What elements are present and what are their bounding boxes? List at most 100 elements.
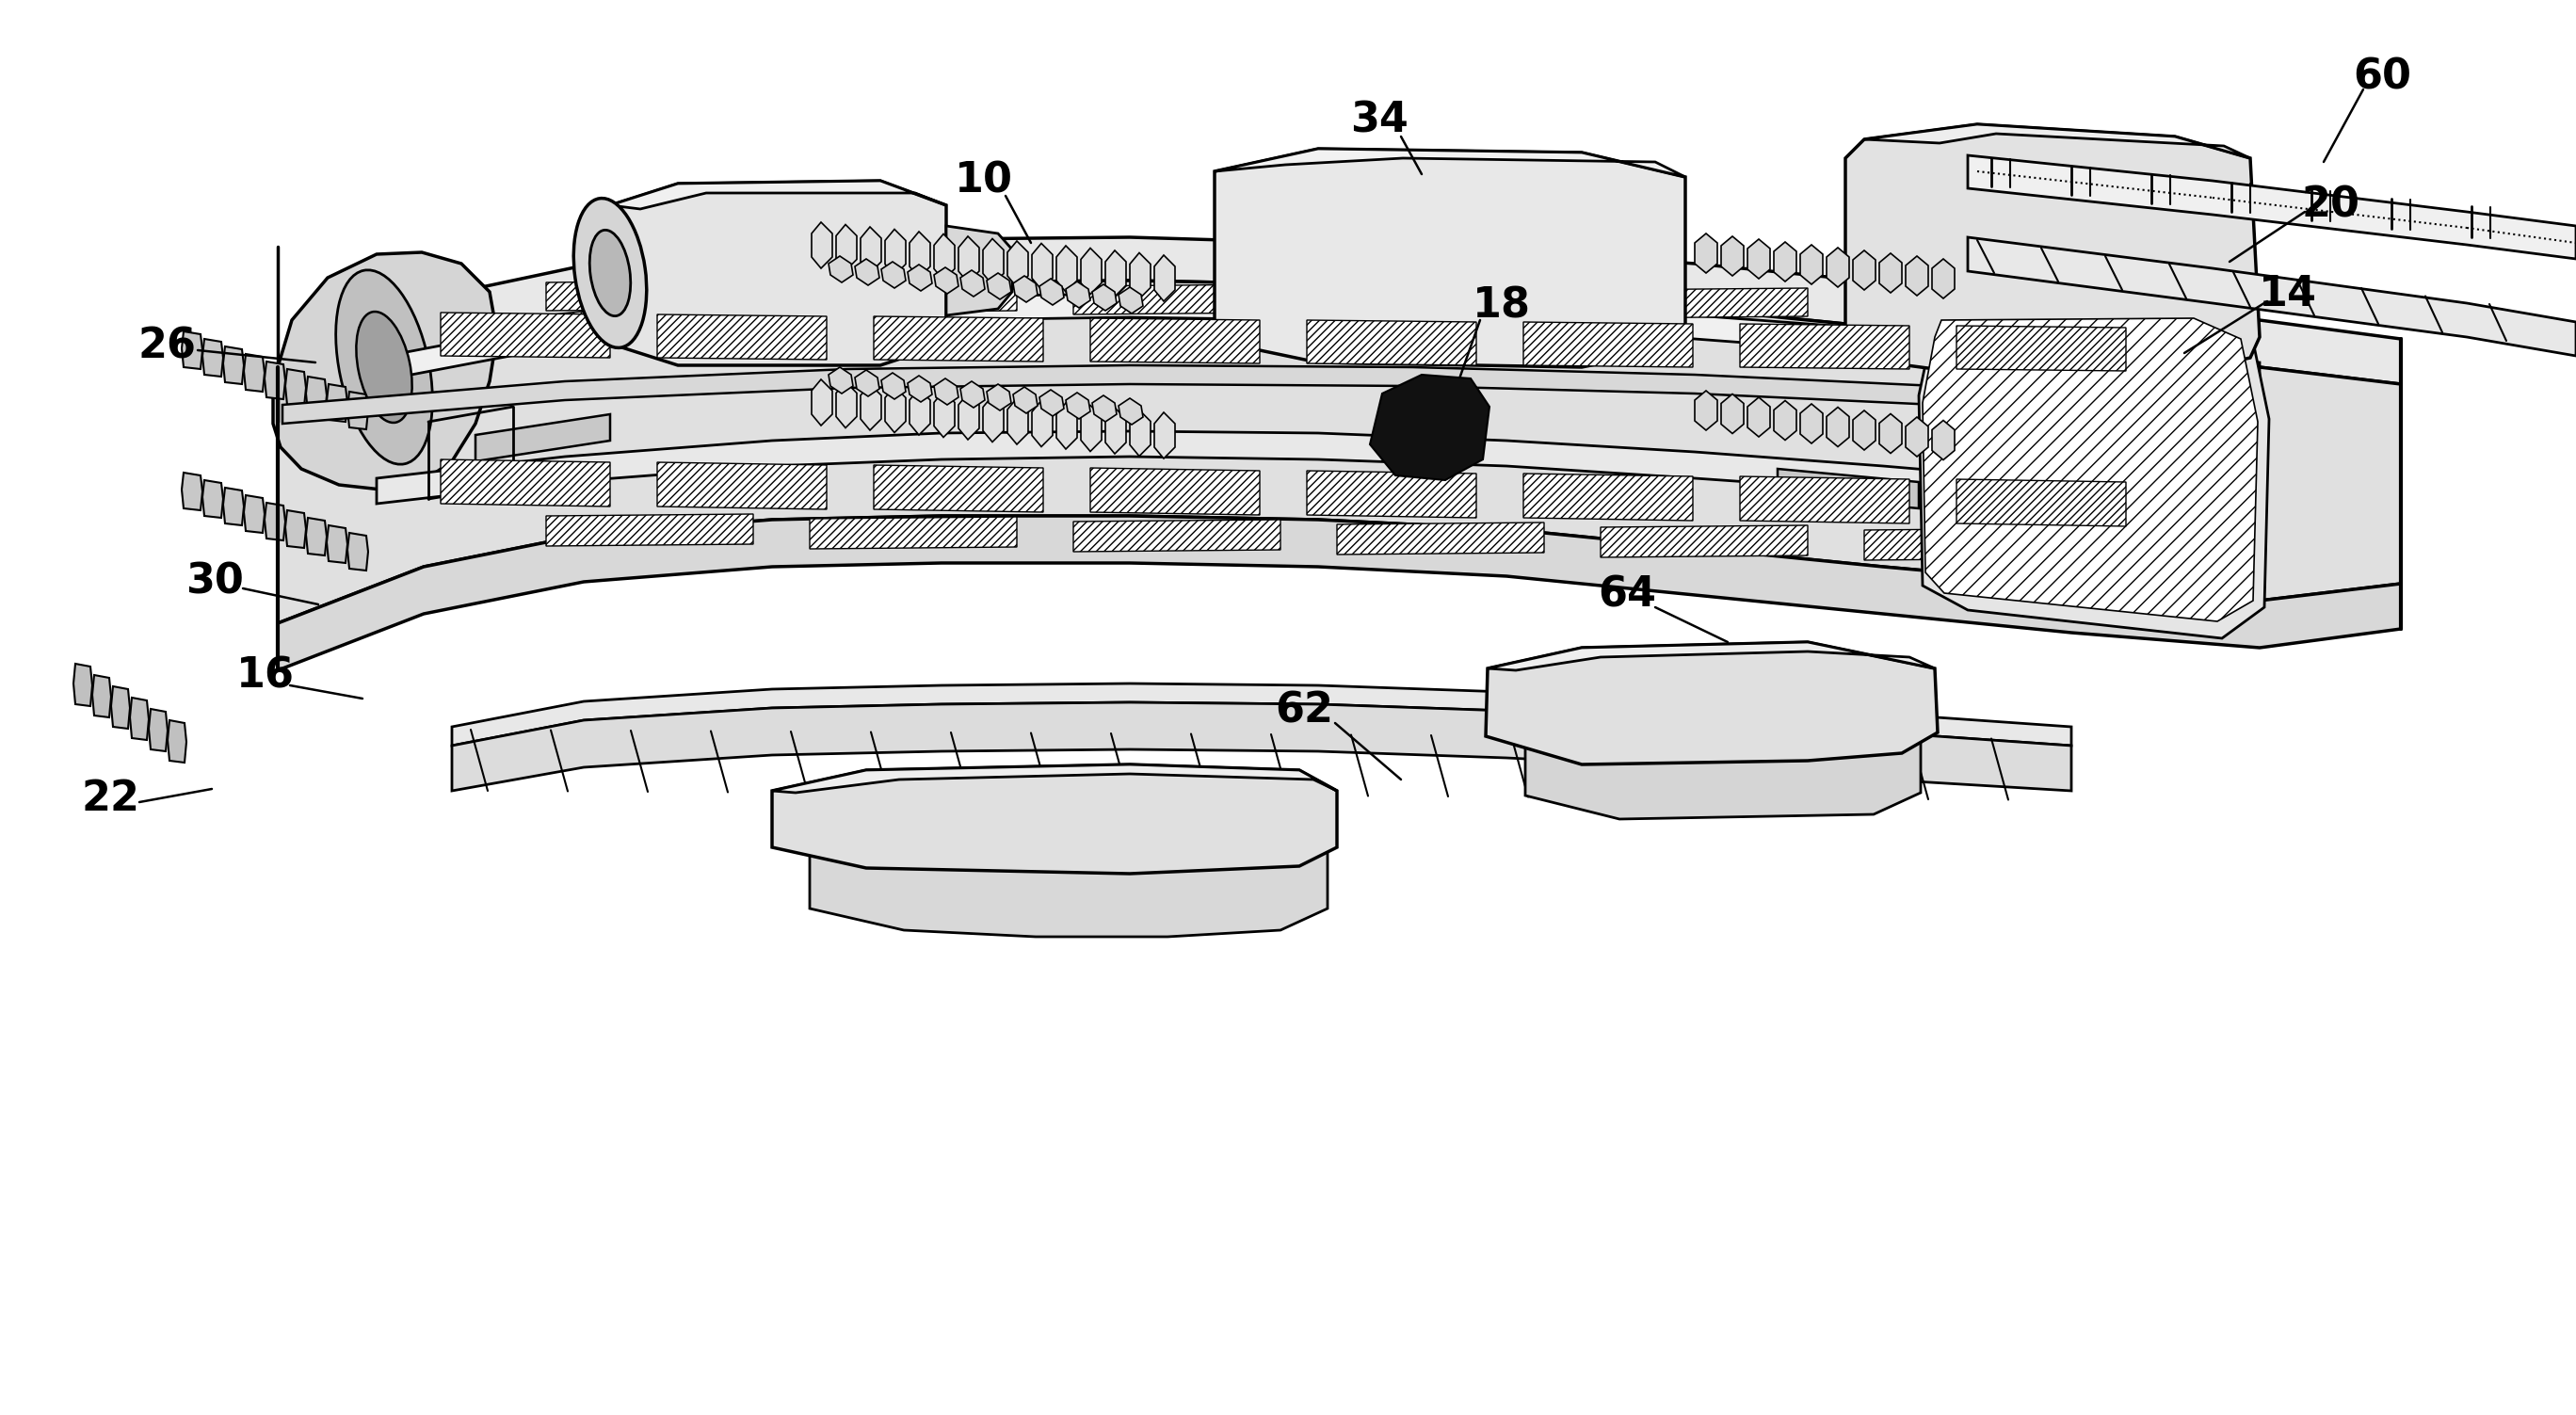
Polygon shape [958, 393, 979, 440]
Polygon shape [1118, 398, 1144, 424]
Polygon shape [1306, 471, 1476, 518]
Polygon shape [809, 283, 1018, 313]
Polygon shape [657, 463, 827, 509]
Polygon shape [546, 280, 752, 311]
Text: 18: 18 [1473, 286, 1530, 327]
Polygon shape [773, 764, 1337, 792]
Polygon shape [1007, 241, 1028, 287]
Polygon shape [809, 516, 1018, 549]
Polygon shape [881, 262, 907, 289]
Polygon shape [1801, 403, 1824, 443]
Polygon shape [546, 514, 752, 546]
Polygon shape [873, 317, 1043, 361]
Polygon shape [1154, 255, 1175, 301]
Polygon shape [829, 366, 853, 393]
Polygon shape [1041, 389, 1064, 416]
Polygon shape [1486, 642, 1935, 671]
Polygon shape [307, 376, 327, 415]
Polygon shape [1033, 243, 1054, 290]
Polygon shape [1932, 259, 1955, 299]
Polygon shape [809, 826, 1327, 937]
Polygon shape [224, 347, 245, 383]
Polygon shape [611, 181, 945, 365]
Polygon shape [348, 533, 368, 570]
Polygon shape [376, 294, 2259, 386]
Polygon shape [855, 259, 878, 286]
Polygon shape [1600, 289, 1808, 318]
Polygon shape [987, 383, 1012, 410]
Polygon shape [167, 720, 185, 763]
Polygon shape [1906, 417, 1929, 457]
Polygon shape [265, 361, 286, 399]
Polygon shape [1213, 149, 1685, 177]
Polygon shape [1721, 393, 1744, 433]
Polygon shape [984, 396, 1005, 441]
Polygon shape [1739, 477, 1909, 524]
Polygon shape [204, 480, 224, 518]
Polygon shape [909, 389, 930, 434]
Polygon shape [1777, 468, 1919, 508]
Ellipse shape [590, 231, 631, 316]
Polygon shape [183, 473, 204, 511]
Polygon shape [348, 392, 368, 429]
Polygon shape [1721, 236, 1744, 276]
Polygon shape [1525, 706, 1922, 819]
Polygon shape [1880, 413, 1901, 453]
Polygon shape [1522, 323, 1692, 366]
Polygon shape [984, 239, 1005, 284]
Polygon shape [837, 225, 858, 270]
Polygon shape [1154, 412, 1175, 458]
Text: 62: 62 [1275, 691, 1334, 732]
Text: 22: 22 [82, 778, 139, 819]
Polygon shape [773, 764, 1337, 873]
Polygon shape [1852, 410, 1875, 450]
Polygon shape [873, 466, 1043, 512]
Polygon shape [278, 280, 2401, 623]
Polygon shape [440, 460, 611, 507]
Polygon shape [1865, 125, 2251, 158]
Polygon shape [1131, 410, 1151, 456]
Polygon shape [1337, 522, 1543, 555]
Polygon shape [245, 354, 265, 392]
Polygon shape [1852, 250, 1875, 290]
Polygon shape [278, 516, 2401, 671]
Polygon shape [1844, 125, 2259, 375]
Polygon shape [278, 238, 2401, 422]
Polygon shape [477, 415, 611, 461]
Polygon shape [376, 432, 2259, 522]
Polygon shape [1906, 256, 1929, 296]
Polygon shape [1082, 248, 1103, 294]
Polygon shape [881, 372, 907, 399]
Polygon shape [1775, 242, 1795, 282]
Polygon shape [1865, 528, 2071, 560]
Polygon shape [451, 702, 2071, 791]
Polygon shape [1007, 398, 1028, 444]
Polygon shape [1041, 279, 1064, 306]
Polygon shape [1118, 287, 1144, 314]
Polygon shape [1739, 324, 1909, 369]
Polygon shape [1968, 156, 2576, 259]
Ellipse shape [574, 198, 647, 348]
Polygon shape [1337, 286, 1543, 317]
Polygon shape [283, 365, 2259, 423]
Polygon shape [286, 369, 307, 406]
Polygon shape [1775, 400, 1795, 440]
Polygon shape [855, 369, 878, 396]
Polygon shape [1600, 525, 1808, 558]
Polygon shape [1880, 253, 1901, 293]
Polygon shape [886, 229, 907, 276]
Text: 16: 16 [237, 655, 294, 696]
Polygon shape [1105, 408, 1126, 454]
Polygon shape [1066, 282, 1090, 308]
Polygon shape [1066, 392, 1090, 419]
Polygon shape [935, 267, 958, 294]
Polygon shape [183, 331, 204, 369]
Polygon shape [1370, 375, 1489, 480]
Ellipse shape [335, 270, 433, 464]
Polygon shape [1865, 290, 2071, 320]
Polygon shape [1105, 250, 1126, 297]
Polygon shape [1056, 246, 1077, 291]
Polygon shape [75, 664, 93, 706]
Polygon shape [860, 226, 881, 273]
Polygon shape [935, 391, 956, 437]
